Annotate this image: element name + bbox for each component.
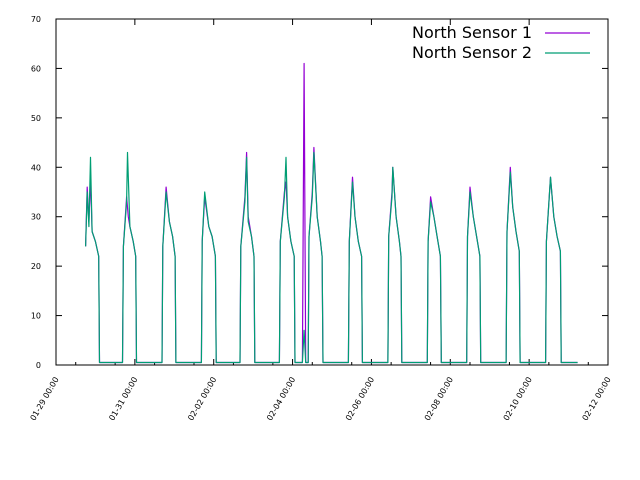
x-tick-label: 02-02 00:00 — [186, 376, 218, 423]
plot-border — [55, 18, 609, 366]
x-tick-label: 02-06 00:00 — [344, 376, 376, 423]
x-tick-label: 01-31 00:00 — [107, 376, 139, 423]
x-tick-label: 02-08 00:00 — [423, 376, 455, 423]
y-tick-label: 60 — [31, 64, 41, 73]
y-tick-label: 0 — [36, 361, 41, 370]
series-line-1 — [85, 62, 578, 364]
x-tick-label: 02-12 00:00 — [581, 376, 613, 423]
legend-label-2: North Sensor 2 — [412, 43, 532, 62]
x-axis: 01-29 00:00 01-31 00:00 02-02 00:00 02-04 0… — [29, 19, 613, 422]
y-tick-label: 50 — [31, 114, 41, 123]
y-axis: 0 10 20 30 40 50 60 70 — [31, 15, 608, 370]
y-tick-label: 30 — [31, 213, 41, 222]
x-tick-label: 01-29 00:00 — [29, 376, 61, 423]
series-line-2 — [85, 151, 578, 364]
y-tick-label: 10 — [31, 312, 41, 321]
legend-label-1: North Sensor 1 — [412, 23, 532, 42]
y-tick-label: 70 — [31, 15, 41, 24]
x-tick-label: 02-10 00:00 — [502, 376, 534, 423]
series-group — [85, 62, 578, 364]
y-tick-label: 20 — [31, 262, 41, 271]
x-tick-label: 02-04 00:00 — [265, 376, 297, 423]
y-tick-label: 40 — [31, 163, 41, 172]
